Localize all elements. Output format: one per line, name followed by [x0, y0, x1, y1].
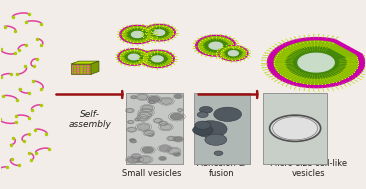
Circle shape: [131, 140, 136, 143]
Circle shape: [126, 109, 133, 112]
Polygon shape: [145, 26, 173, 40]
FancyBboxPatch shape: [127, 93, 183, 164]
Polygon shape: [219, 46, 248, 61]
Circle shape: [134, 158, 142, 162]
Circle shape: [197, 112, 208, 118]
Circle shape: [194, 121, 227, 138]
Polygon shape: [274, 41, 358, 84]
Polygon shape: [268, 38, 365, 88]
Circle shape: [130, 139, 135, 141]
Polygon shape: [198, 37, 233, 55]
Circle shape: [175, 94, 182, 98]
Polygon shape: [71, 64, 91, 74]
Polygon shape: [203, 40, 228, 52]
Circle shape: [270, 115, 321, 141]
Polygon shape: [120, 50, 147, 64]
Text: Micro-size cell-like
vesicles: Micro-size cell-like vesicles: [270, 159, 347, 178]
Circle shape: [214, 151, 223, 156]
Circle shape: [174, 153, 180, 156]
Circle shape: [168, 137, 175, 140]
Text: Small vesicles: Small vesicles: [122, 169, 182, 178]
FancyBboxPatch shape: [263, 93, 327, 164]
Circle shape: [174, 137, 183, 141]
Circle shape: [178, 109, 182, 111]
Circle shape: [149, 101, 154, 103]
Polygon shape: [71, 61, 99, 64]
Polygon shape: [120, 25, 155, 43]
Circle shape: [148, 96, 160, 102]
Circle shape: [149, 134, 153, 136]
Circle shape: [154, 119, 162, 123]
Circle shape: [195, 121, 211, 129]
Circle shape: [159, 146, 171, 151]
Circle shape: [137, 94, 147, 100]
Circle shape: [128, 121, 133, 123]
Circle shape: [135, 119, 139, 121]
Polygon shape: [128, 54, 139, 60]
Circle shape: [273, 117, 318, 140]
Polygon shape: [147, 54, 168, 64]
Circle shape: [139, 156, 151, 163]
Circle shape: [142, 105, 153, 111]
Circle shape: [205, 134, 227, 145]
Circle shape: [132, 154, 140, 158]
Polygon shape: [154, 30, 165, 35]
Circle shape: [128, 128, 135, 132]
Circle shape: [160, 157, 166, 160]
Polygon shape: [141, 50, 174, 67]
Polygon shape: [298, 53, 334, 72]
Circle shape: [145, 131, 154, 135]
Circle shape: [160, 122, 167, 125]
Circle shape: [193, 125, 213, 135]
Circle shape: [137, 124, 150, 130]
Circle shape: [170, 113, 183, 120]
Text: Self-
assembly: Self- assembly: [68, 109, 112, 129]
Polygon shape: [124, 52, 143, 62]
Circle shape: [168, 148, 179, 154]
Polygon shape: [286, 47, 346, 78]
Polygon shape: [224, 49, 242, 58]
Polygon shape: [221, 47, 246, 60]
Polygon shape: [259, 33, 366, 92]
Polygon shape: [196, 35, 236, 56]
Circle shape: [142, 147, 153, 153]
Circle shape: [214, 107, 242, 121]
Polygon shape: [118, 49, 150, 65]
Circle shape: [127, 157, 138, 163]
FancyBboxPatch shape: [194, 93, 250, 164]
Circle shape: [138, 115, 147, 121]
Polygon shape: [127, 29, 148, 40]
Text: Adhesion &
fusion: Adhesion & fusion: [197, 159, 245, 178]
Circle shape: [140, 109, 153, 116]
Circle shape: [160, 124, 172, 130]
Circle shape: [199, 106, 213, 113]
Polygon shape: [143, 24, 175, 41]
Polygon shape: [143, 51, 172, 66]
Polygon shape: [152, 56, 163, 62]
Polygon shape: [122, 27, 153, 42]
Circle shape: [131, 96, 136, 98]
Polygon shape: [228, 51, 238, 56]
Polygon shape: [91, 61, 99, 74]
Polygon shape: [131, 31, 143, 37]
Polygon shape: [150, 28, 169, 38]
Circle shape: [139, 112, 150, 118]
Polygon shape: [209, 42, 223, 49]
Circle shape: [160, 98, 172, 104]
